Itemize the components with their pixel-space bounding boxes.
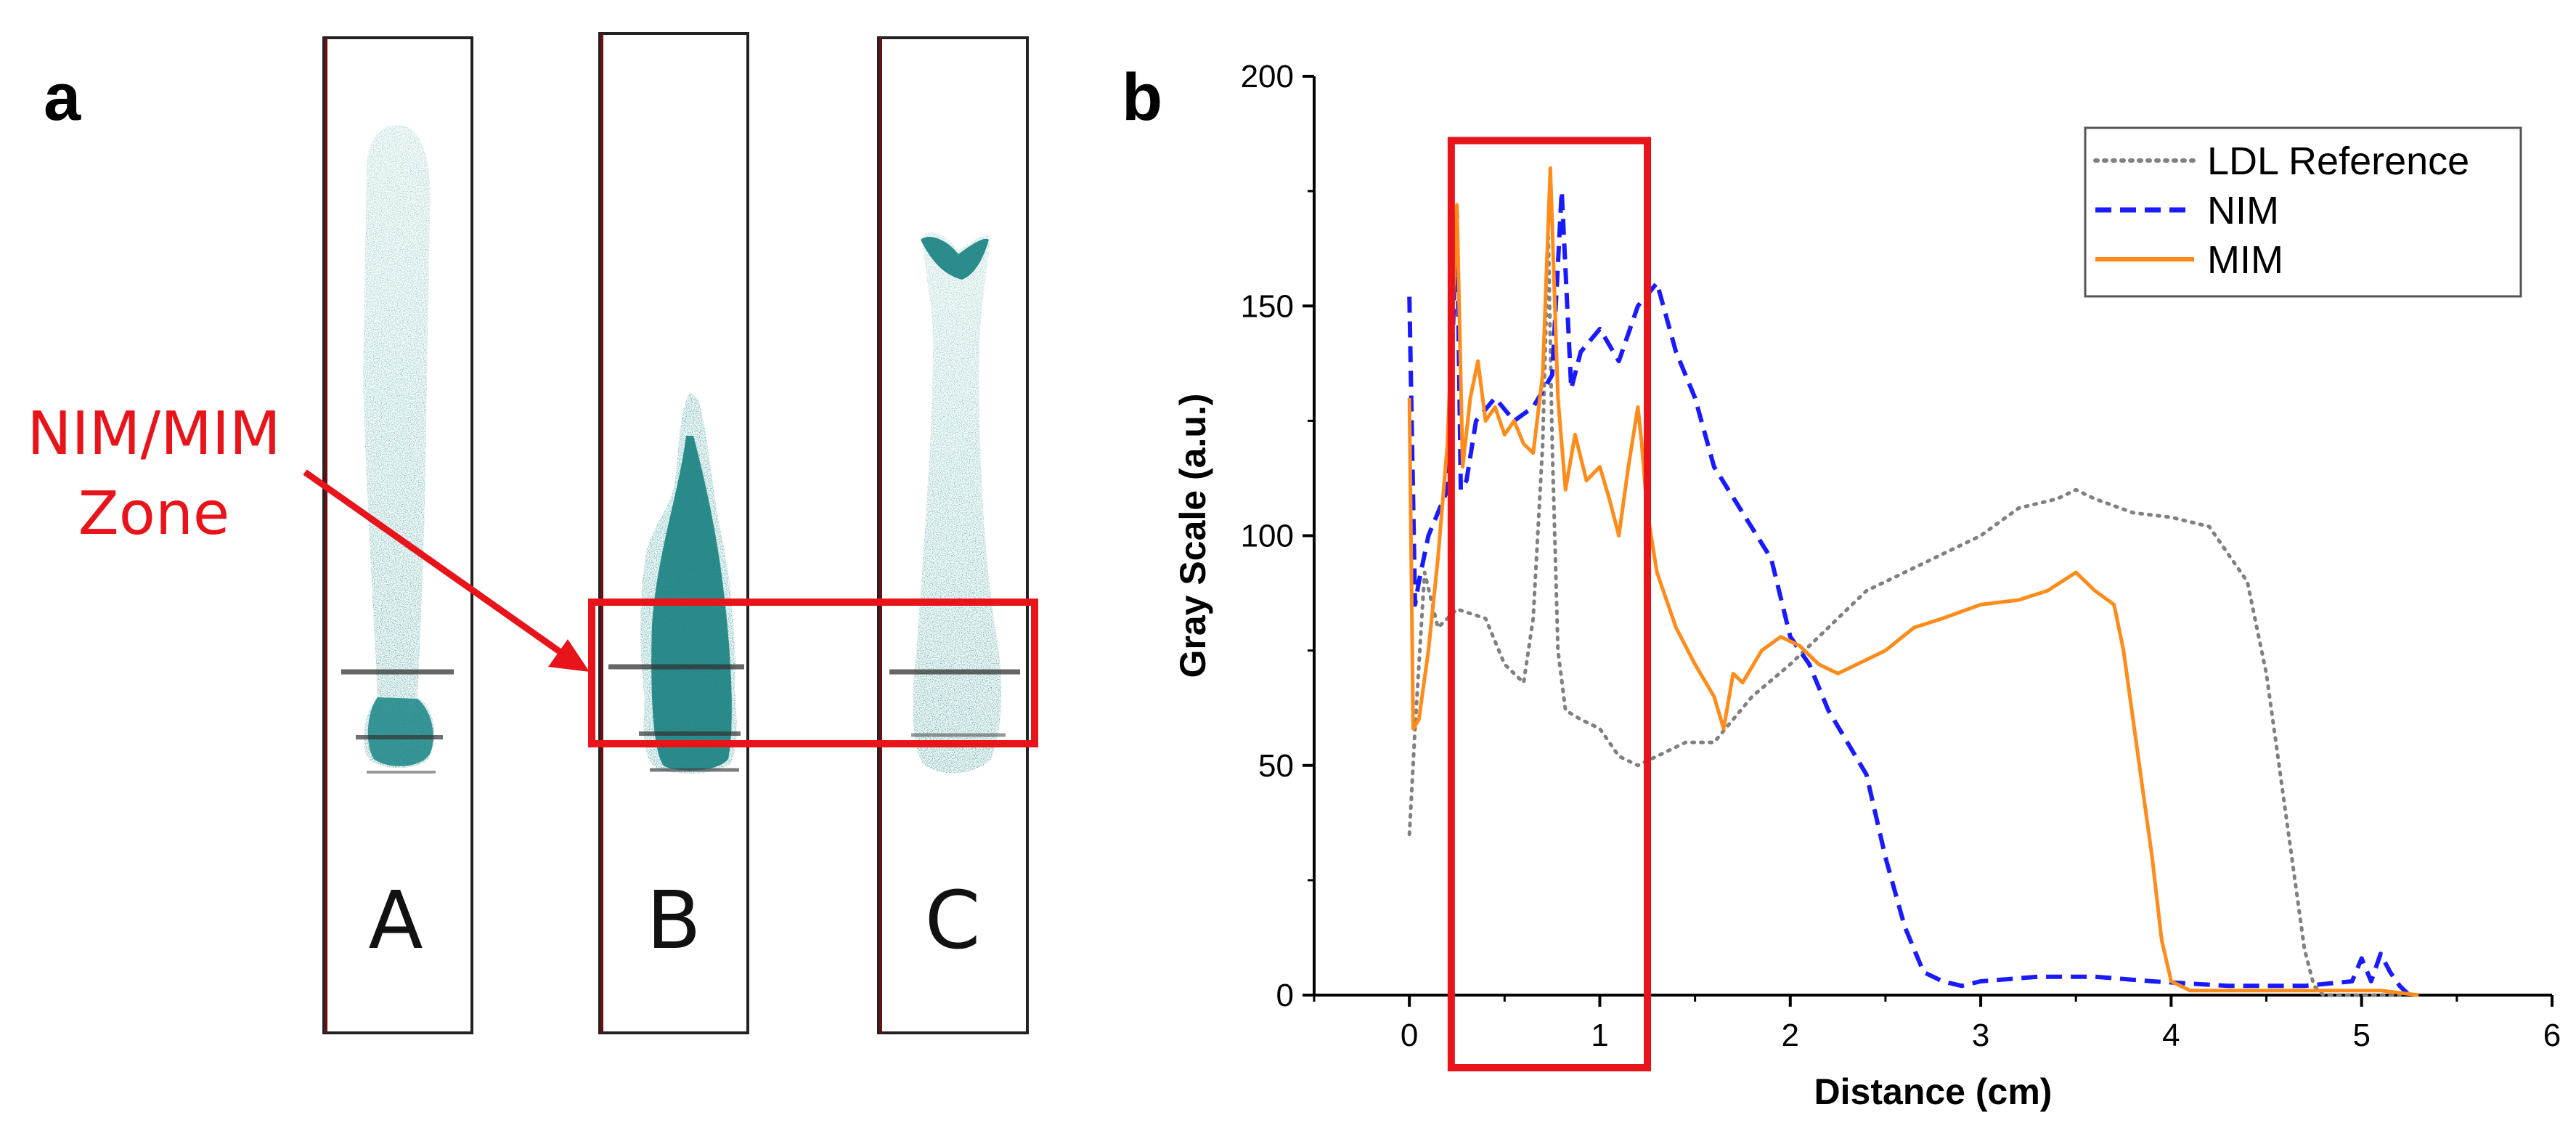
panel-b: b 0 1 2 3 4 5 6 0 50 100 150 200 Distance (cm) Gray… xyxy=(1122,59,2561,1112)
chart-ticks: 0 1 2 3 4 5 6 0 50 100 150 200 xyxy=(1241,59,2561,1053)
series-mim-line xyxy=(1407,166,2419,997)
chart-highlight-box xyxy=(1447,137,1652,1071)
y-tick-label: 0 xyxy=(1276,978,1294,1013)
panel-b-label: b xyxy=(1122,60,1162,134)
legend-label-nim: NIM xyxy=(2207,189,2279,232)
line-chart: 0 1 2 3 4 5 6 0 50 100 150 200 Distance (cm) Gray S… xyxy=(1173,59,2561,1112)
x-tick-label: 2 xyxy=(1782,1018,1799,1053)
strip-c-label: C xyxy=(925,874,981,967)
strip-b-label: B xyxy=(646,874,701,967)
x-tick-label: 1 xyxy=(1591,1018,1608,1053)
y-tick-label: 50 xyxy=(1258,748,1294,784)
zone-arrow-shaft xyxy=(303,469,565,657)
x-tick-label: 3 xyxy=(1972,1018,1989,1053)
panel-a-label: a xyxy=(44,60,81,134)
legend-label-mim: MIM xyxy=(2207,238,2283,282)
strip-a-stain xyxy=(363,125,435,768)
chart-series xyxy=(1407,166,2419,997)
strip-a-stain-core xyxy=(367,697,433,766)
strip-a-label: A xyxy=(368,874,423,967)
strip-b: B xyxy=(598,32,749,1034)
chart-legend: LDL Reference NIM MIM xyxy=(2084,126,2522,298)
x-tick-label: 0 xyxy=(1401,1018,1418,1053)
y-tick-label: 200 xyxy=(1241,59,1294,94)
zone-arrow-head xyxy=(548,639,590,672)
series-ldl-reference-line xyxy=(1407,235,2402,997)
x-axis-title: Distance (cm) xyxy=(1814,1071,2053,1112)
zone-label-line2: Zone xyxy=(78,479,230,548)
x-tick-label: 5 xyxy=(2352,1018,2370,1053)
nim-mim-zone-box xyxy=(588,599,1038,747)
y-axis-title: Gray Scale (a.u.) xyxy=(1173,394,1213,678)
legend-label-ldl-reference: LDL Reference xyxy=(2207,139,2469,183)
y-tick-label: 150 xyxy=(1241,288,1294,324)
strip-c: C xyxy=(877,36,1029,1034)
series-nim-line xyxy=(1407,189,2411,997)
strip-a: A xyxy=(322,36,473,1034)
zone-label-line1: NIM/MIM xyxy=(27,399,281,468)
strip-c-stain-top xyxy=(921,237,989,280)
x-tick-label: 4 xyxy=(2162,1018,2180,1053)
x-tick-label: 6 xyxy=(2543,1018,2561,1053)
y-tick-label: 100 xyxy=(1241,519,1294,554)
panel-a: a A B xyxy=(27,32,1038,1034)
strip-c-stain xyxy=(913,232,1002,774)
